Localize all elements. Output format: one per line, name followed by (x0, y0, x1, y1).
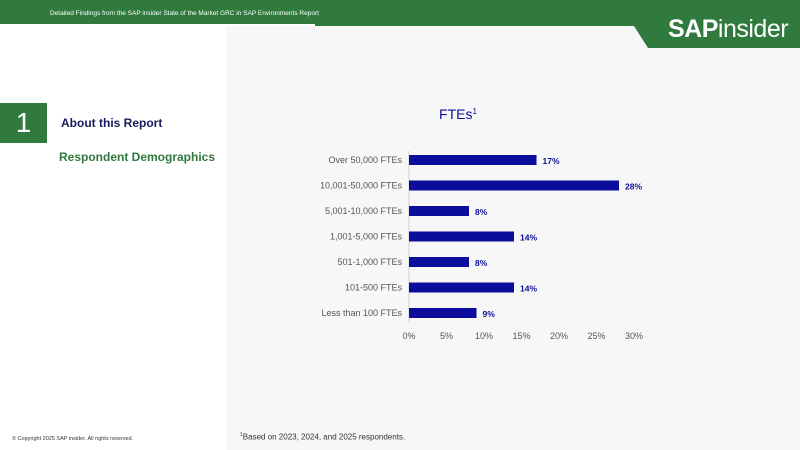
bar (409, 231, 514, 242)
x-tick-label: 20% (550, 331, 568, 341)
footnote: 1Based on 2023, 2024, and 2025 responden… (240, 432, 405, 442)
sapinsider-logo: SAPinsider (668, 15, 789, 44)
category-label: 501-1,000 FTEs (337, 257, 402, 267)
value-label: 14% (520, 233, 537, 243)
bar (409, 180, 619, 191)
section-title: About this Report (61, 116, 163, 130)
section-number-box: 1 (0, 103, 47, 143)
value-label: 8% (475, 258, 488, 268)
bar (409, 308, 477, 318)
bar (409, 155, 537, 165)
x-tick-label: 10% (475, 331, 493, 341)
bar (409, 206, 469, 216)
bar (409, 257, 469, 267)
header-bar (0, 0, 800, 26)
bar (409, 282, 514, 293)
x-tick-label: 30% (625, 331, 643, 341)
x-tick-label: 0% (402, 331, 415, 341)
logo-background (634, 26, 800, 48)
copyright-text: © Copyright 2025 SAP insider. All rights… (12, 436, 134, 442)
category-label: 5,001-10,000 FTEs (325, 206, 403, 216)
value-label: 8% (475, 207, 488, 217)
subsection-title: Respondent Demographics (59, 150, 216, 164)
value-label: 14% (520, 284, 537, 294)
category-label: Over 50,000 FTEs (328, 155, 402, 165)
chart-title-superscript: 1 (473, 107, 478, 116)
category-label: 1,001-5,000 FTEs (330, 232, 403, 242)
logo-bold-text: SAP (668, 15, 718, 43)
category-label: 101-500 FTEs (345, 283, 403, 293)
category-label: Less than 100 FTEs (321, 308, 402, 318)
footnote-text: Based on 2023, 2024, and 2025 respondent… (242, 432, 406, 442)
chart-title: FTEs1 (439, 106, 477, 122)
value-label: 28% (625, 182, 642, 192)
x-tick-label: 5% (440, 331, 453, 341)
logo-light-text: insider (717, 15, 789, 43)
category-label: 10,001-50,000 FTEs (320, 181, 403, 191)
report-title: Detailed Findings from the SAP insider S… (50, 10, 319, 17)
footnote-marker: 1 (240, 432, 243, 438)
value-label: 17% (543, 156, 560, 166)
header-underline (0, 24, 315, 26)
x-tick-label: 15% (512, 331, 530, 341)
x-tick-label: 25% (587, 331, 605, 341)
value-label: 9% (483, 309, 496, 319)
chart-title-text: FTEs (439, 106, 472, 122)
